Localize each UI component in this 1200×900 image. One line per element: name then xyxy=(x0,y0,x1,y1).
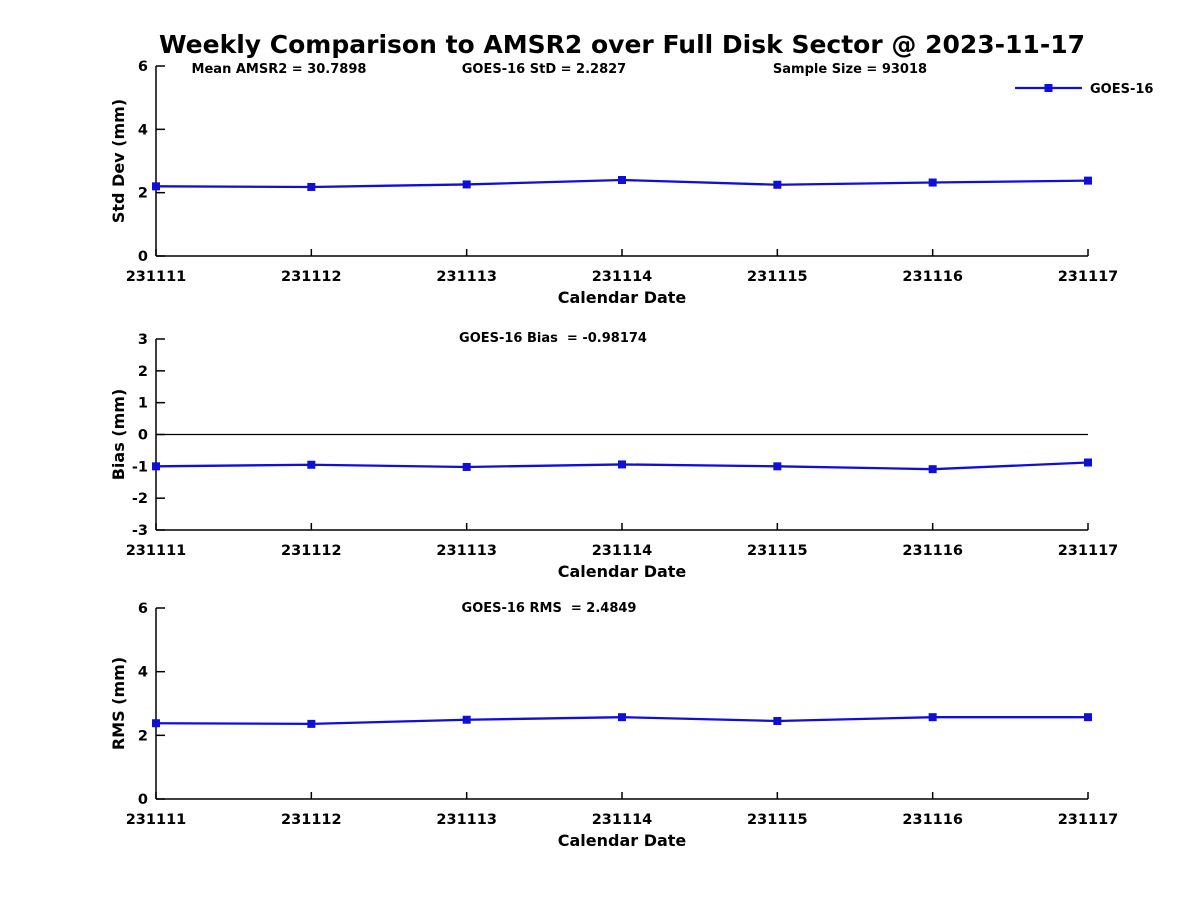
y-tick-label: -2 xyxy=(132,491,148,507)
data-point xyxy=(462,180,471,189)
x-axis-label: Calendar Date xyxy=(558,562,687,581)
legend-marker-icon xyxy=(1044,84,1053,92)
x-axis-label: Calendar Date xyxy=(558,288,687,307)
data-point xyxy=(618,713,626,722)
data-point xyxy=(773,717,782,726)
y-tick-label: 2 xyxy=(138,186,148,202)
x-tick-label: 231111 xyxy=(126,269,187,285)
data-point xyxy=(152,462,160,471)
y-tick-label: 6 xyxy=(138,59,148,75)
x-tick-label: 231116 xyxy=(902,812,963,828)
y-tick-label: 0 xyxy=(138,249,148,265)
x-tick-label: 231114 xyxy=(592,543,653,559)
y-axis-label: Bias (mm) xyxy=(109,389,128,481)
x-tick-label: 231117 xyxy=(1058,269,1119,285)
y-tick-label: 4 xyxy=(138,665,148,681)
annotation-2: GOES-16 StD = 2.2827 xyxy=(462,62,626,77)
y-tick-label: 0 xyxy=(138,428,148,444)
x-tick-label: 231112 xyxy=(281,269,342,285)
data-point xyxy=(1084,176,1092,185)
data-point xyxy=(928,465,937,474)
data-point xyxy=(773,180,782,189)
y-axis-label: Std Dev (mm) xyxy=(109,99,128,223)
annotation-3: Sample Size = 93018 xyxy=(773,62,927,77)
x-tick-label: 231113 xyxy=(436,543,497,559)
legend-label: GOES-16 xyxy=(1090,82,1153,97)
x-tick-label: 231111 xyxy=(126,812,187,828)
x-tick-label: 231117 xyxy=(1058,543,1119,559)
y-tick-label: 1 xyxy=(138,396,148,412)
y-tick-label: 2 xyxy=(138,364,148,380)
y-tick-label: -1 xyxy=(132,459,148,475)
y-tick-label: 2 xyxy=(138,728,148,744)
data-point xyxy=(1084,458,1092,467)
data-point xyxy=(152,719,160,728)
y-tick-label: -3 xyxy=(132,523,148,539)
data-point xyxy=(462,715,471,724)
figure-title: Weekly Comparison to AMSR2 over Full Dis… xyxy=(159,30,1085,59)
data-point xyxy=(618,176,626,184)
data-point xyxy=(928,713,937,722)
x-tick-label: 231113 xyxy=(436,269,497,285)
data-point xyxy=(152,182,160,191)
data-point xyxy=(307,719,316,728)
data-point xyxy=(618,460,626,469)
x-tick-label: 231116 xyxy=(902,543,963,559)
bias-chart: -3 -2 -1 0 1 2 3 231111 231112 231113 231114 231115… xyxy=(109,331,1118,581)
x-axis-label: Calendar Date xyxy=(558,831,687,850)
rms-chart: 0 2 4 6 231111 231112 231113 231114 231115 231116… xyxy=(109,601,1118,850)
data-point xyxy=(928,178,937,187)
data-point xyxy=(462,462,471,471)
x-tick-label: 231117 xyxy=(1058,812,1119,828)
x-tick-label: 231114 xyxy=(592,812,653,828)
y-axis-label: RMS (mm) xyxy=(109,657,128,750)
y-tick-label: 4 xyxy=(138,122,148,138)
annotation-1: Mean AMSR2 = 30.7898 xyxy=(192,62,367,77)
annotation-1: GOES-16 RMS = 2.4849 xyxy=(462,601,637,616)
y-tick-label: 3 xyxy=(138,332,148,348)
x-tick-label: 231111 xyxy=(126,543,187,559)
legend: GOES-16 xyxy=(1015,82,1153,97)
x-tick-label: 231112 xyxy=(281,543,342,559)
y-tick-label: 6 xyxy=(138,601,148,617)
data-point xyxy=(307,182,316,191)
data-point xyxy=(307,460,316,469)
x-tick-label: 231112 xyxy=(281,812,342,828)
x-tick-label: 231113 xyxy=(436,812,497,828)
x-tick-label: 231116 xyxy=(902,269,963,285)
std-dev-chart: 0 2 4 6 231111 231112 231113 231114 231115 231116… xyxy=(109,59,1153,307)
x-tick-label: 231114 xyxy=(592,269,653,285)
x-tick-label: 231115 xyxy=(747,812,808,828)
x-tick-label: 231115 xyxy=(747,543,808,559)
data-point xyxy=(773,462,782,471)
y-tick-label: 0 xyxy=(138,792,148,808)
annotation-1: GOES-16 Bias = -0.98174 xyxy=(459,331,647,346)
x-tick-label: 231115 xyxy=(747,269,808,285)
data-point xyxy=(1084,713,1092,722)
